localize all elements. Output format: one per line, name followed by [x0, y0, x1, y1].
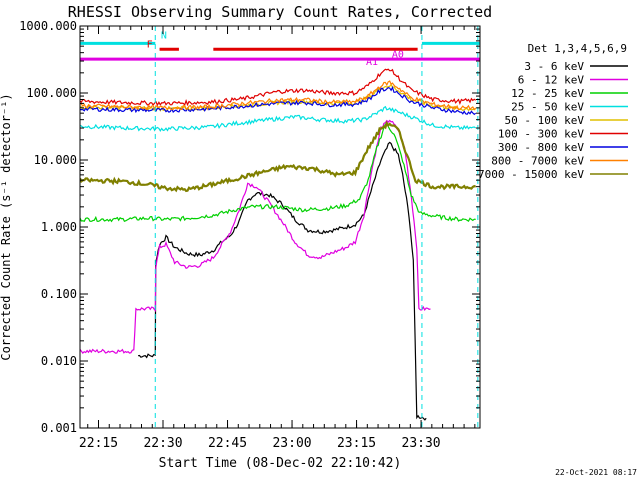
flag-label-3: A1: [366, 57, 378, 68]
x-tick-label-4: 23:00: [272, 436, 311, 451]
y-tick-label-4: 1.000: [41, 220, 77, 234]
date-stamp: 22-Oct-2021 08:17: [555, 468, 637, 477]
legend-label-3: 12 - 25 keV: [511, 87, 584, 100]
legend-label-7: 300 - 800 keV: [498, 141, 584, 154]
series-line-3: [80, 122, 476, 223]
y-axis-label: Corrected Count Rate (s⁻¹ detector⁻¹): [0, 93, 13, 360]
legend-label-5: 50 - 100 keV: [505, 114, 585, 127]
y-tick-label-2: 100.000: [26, 86, 77, 100]
x-axis-label: Start Time (08-Dec-02 22:10:42): [159, 456, 402, 471]
series-line-2: [80, 119, 431, 355]
x-tick-label-1: 22:15: [79, 436, 118, 451]
series-line-5: [80, 83, 476, 113]
y-tick-label-5: 0.100: [41, 287, 77, 301]
legend-label-2: 6 - 12 keV: [518, 74, 585, 87]
y-tick-label-6: 0.010: [41, 354, 77, 368]
x-tick-label-3: 22:45: [208, 436, 247, 451]
x-tick-label-2: 22:30: [143, 436, 182, 451]
legend-label-8: 800 - 7000 keV: [491, 155, 584, 168]
flag-label-1: N: [161, 31, 167, 42]
legend-label-4: 25 - 50 keV: [511, 101, 584, 114]
flag-label-2: F: [147, 39, 153, 50]
series-line-8: [80, 80, 477, 112]
chart-title: RHESSI Observing Summary Count Rates, Co…: [68, 3, 492, 21]
y-tick-label-1: 1000.000: [19, 19, 77, 33]
series-line-4: [80, 105, 477, 132]
series-line-9: [80, 120, 477, 193]
flag-label-4: A0: [392, 49, 404, 60]
series-line-6: [80, 68, 477, 107]
legend-label-1: 3 - 6 keV: [524, 60, 584, 73]
y-tick-label-3: 10.000: [34, 153, 77, 167]
x-tick-label-6: 23:30: [402, 436, 441, 451]
legend-title: Det 1,3,4,5,6,9: [528, 42, 627, 55]
legend-label-6: 100 - 300 keV: [498, 128, 584, 141]
x-tick-label-5: 23:15: [337, 436, 376, 451]
series-line-7: [80, 85, 477, 116]
legend-label-9: 7000 - 15000 keV: [478, 168, 584, 181]
series-line-1: [138, 141, 427, 421]
y-tick-label-7: 0.001: [41, 421, 77, 435]
